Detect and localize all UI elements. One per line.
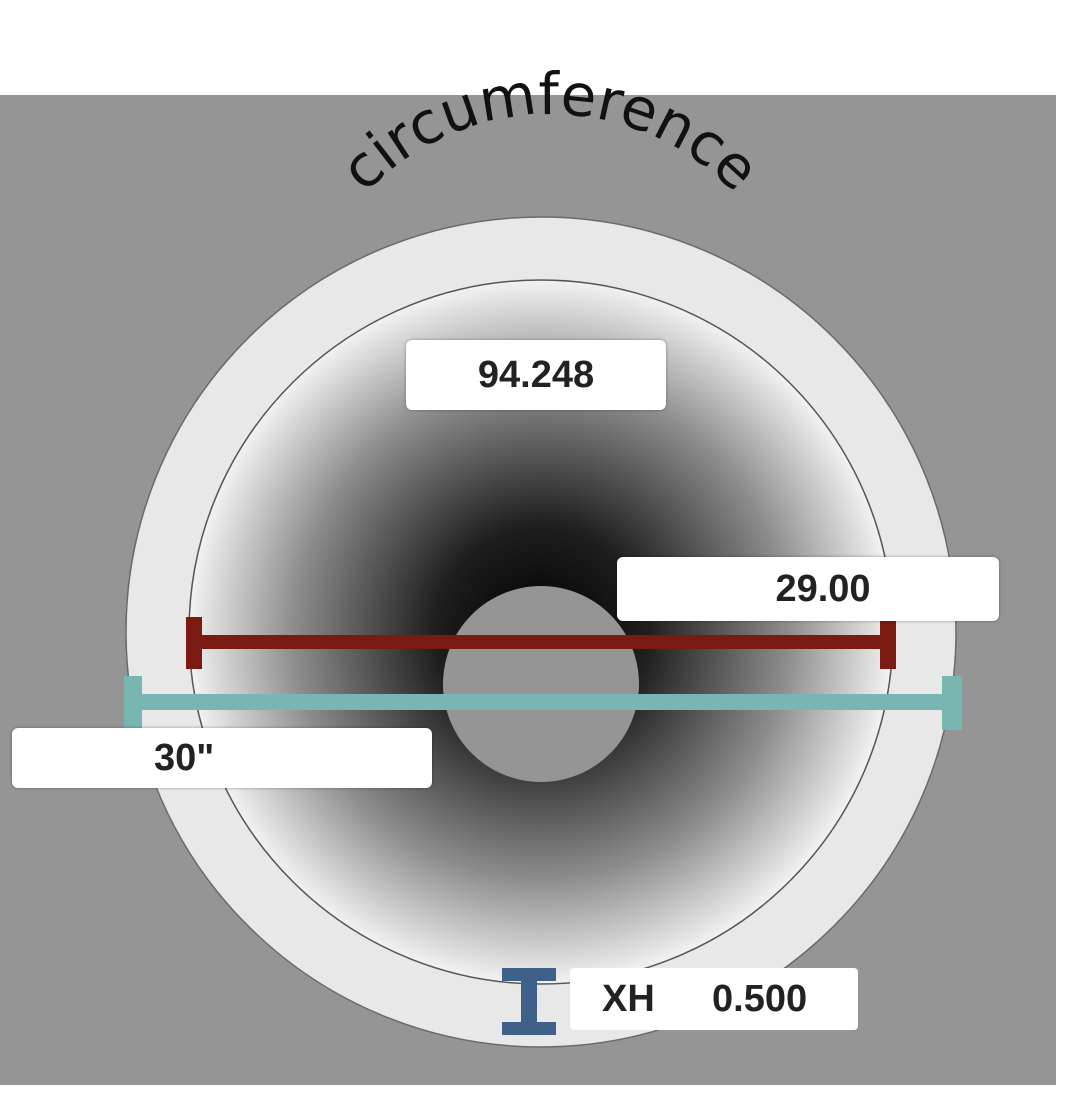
wall-thickness-marker [502,968,556,1035]
wall-thickness-value: 0.500 [712,978,808,1020]
inside-diameter-value: 29.00 [775,568,871,610]
outside-diameter-value-box: 30" [12,728,432,788]
inside-diameter-bar [186,635,896,649]
center-hub [443,586,639,782]
inside-diameter-value-box: 29.00 [617,557,999,621]
outside-diameter-left-cap [124,676,142,728]
inside-diameter-left-cap [186,617,202,669]
circumference-value: 94.248 [477,354,595,396]
outside-diameter-value: 30" [154,737,215,779]
outside-diameter-line [124,676,962,730]
circumference-value-box: 94.248 [406,340,666,410]
inside-diameter-right-cap [880,617,896,669]
wall-marker-stem [521,980,537,1024]
wall-marker-top [502,968,556,981]
inside-diameter-line [186,617,896,669]
outside-diameter-bar [124,694,962,710]
wall-marker-bottom [502,1022,556,1035]
wall-thickness-box: XH 0.500 [570,968,858,1030]
wall-schedule: XH [602,978,655,1020]
outside-diameter-right-cap [942,676,962,730]
